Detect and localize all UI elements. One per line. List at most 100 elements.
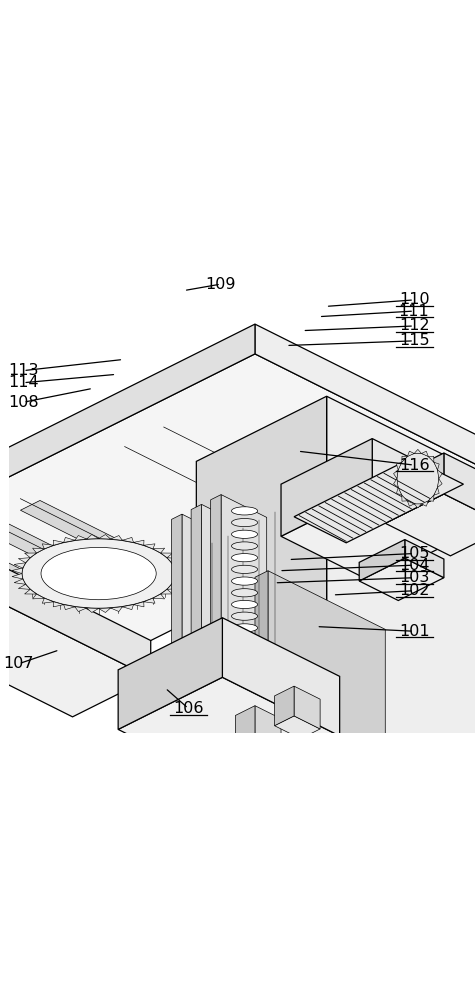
Text: 115: 115 (399, 333, 429, 348)
Text: 109: 109 (206, 277, 236, 292)
Ellipse shape (231, 589, 258, 597)
Ellipse shape (252, 970, 278, 982)
Ellipse shape (231, 530, 258, 538)
Polygon shape (262, 951, 268, 953)
Polygon shape (281, 491, 464, 582)
Polygon shape (110, 607, 122, 612)
Polygon shape (167, 558, 179, 563)
Polygon shape (211, 904, 267, 932)
Polygon shape (428, 456, 434, 462)
Polygon shape (287, 996, 292, 998)
Ellipse shape (231, 846, 258, 854)
Polygon shape (385, 919, 405, 947)
Polygon shape (320, 820, 398, 949)
Polygon shape (359, 540, 405, 581)
Polygon shape (0, 523, 151, 678)
Text: 116: 116 (399, 458, 429, 473)
Polygon shape (394, 470, 398, 479)
Ellipse shape (231, 881, 258, 889)
Polygon shape (359, 558, 444, 601)
Polygon shape (232, 976, 237, 979)
Polygon shape (122, 537, 133, 542)
Polygon shape (222, 891, 379, 981)
Polygon shape (372, 439, 464, 536)
Polygon shape (257, 950, 262, 952)
Polygon shape (275, 686, 294, 726)
Ellipse shape (231, 799, 258, 807)
Polygon shape (196, 396, 327, 796)
Polygon shape (253, 988, 259, 990)
Polygon shape (421, 451, 428, 457)
Ellipse shape (231, 635, 258, 644)
Polygon shape (385, 453, 444, 523)
Polygon shape (42, 598, 53, 603)
Polygon shape (385, 494, 476, 556)
Polygon shape (0, 540, 92, 614)
Polygon shape (247, 986, 253, 989)
Polygon shape (405, 540, 444, 578)
Polygon shape (32, 548, 44, 553)
Polygon shape (444, 948, 464, 977)
Polygon shape (255, 987, 270, 1000)
Polygon shape (0, 559, 53, 634)
Polygon shape (99, 608, 110, 612)
Ellipse shape (231, 752, 258, 761)
Polygon shape (229, 963, 288, 1000)
Text: 107: 107 (3, 656, 34, 671)
Polygon shape (191, 504, 201, 919)
Polygon shape (64, 537, 75, 542)
Polygon shape (296, 983, 301, 985)
Polygon shape (0, 324, 255, 562)
Polygon shape (255, 757, 385, 822)
Polygon shape (236, 706, 255, 745)
Polygon shape (234, 970, 239, 973)
Polygon shape (428, 495, 434, 501)
Ellipse shape (231, 764, 258, 772)
Polygon shape (265, 994, 270, 996)
Polygon shape (53, 602, 64, 607)
Polygon shape (182, 514, 228, 946)
Text: 104: 104 (399, 558, 429, 573)
Polygon shape (242, 965, 248, 968)
Polygon shape (283, 984, 289, 987)
Polygon shape (53, 540, 64, 545)
Ellipse shape (231, 612, 258, 620)
Polygon shape (366, 937, 405, 957)
Polygon shape (110, 536, 122, 540)
Polygon shape (275, 997, 281, 999)
Polygon shape (279, 935, 284, 937)
Polygon shape (87, 608, 99, 612)
Polygon shape (99, 535, 110, 539)
Polygon shape (14, 579, 26, 584)
Polygon shape (296, 991, 300, 994)
Polygon shape (237, 968, 243, 970)
Polygon shape (327, 396, 476, 809)
Ellipse shape (261, 939, 275, 946)
Ellipse shape (241, 965, 290, 987)
Text: 105: 105 (399, 546, 429, 561)
Polygon shape (424, 948, 444, 977)
Polygon shape (268, 571, 385, 816)
Polygon shape (236, 735, 281, 758)
Polygon shape (0, 560, 151, 717)
Polygon shape (288, 982, 294, 984)
Polygon shape (25, 553, 37, 558)
Polygon shape (437, 470, 442, 479)
Polygon shape (407, 451, 414, 457)
Polygon shape (144, 544, 155, 549)
Polygon shape (292, 994, 296, 996)
Ellipse shape (231, 542, 258, 550)
Polygon shape (414, 504, 421, 508)
Polygon shape (174, 568, 185, 574)
Ellipse shape (231, 717, 258, 726)
Polygon shape (294, 976, 298, 979)
Polygon shape (222, 618, 340, 736)
Polygon shape (402, 495, 407, 501)
Text: 111: 111 (399, 304, 429, 319)
Ellipse shape (231, 647, 258, 655)
Polygon shape (278, 496, 294, 913)
Polygon shape (75, 536, 87, 540)
Polygon shape (174, 574, 185, 579)
FancyBboxPatch shape (250, 955, 281, 997)
Polygon shape (194, 496, 278, 948)
